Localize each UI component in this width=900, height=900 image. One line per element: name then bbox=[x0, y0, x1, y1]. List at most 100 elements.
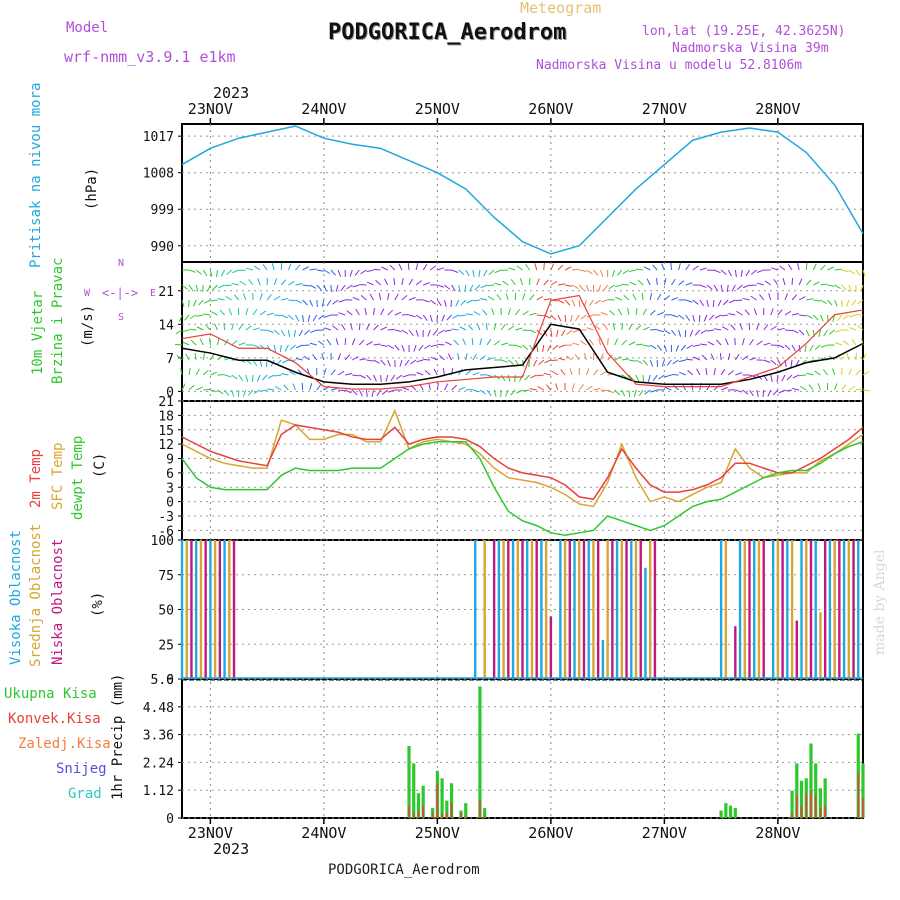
cloud-bar bbox=[521, 540, 524, 679]
wind-barb bbox=[381, 389, 389, 395]
wind-barb bbox=[344, 389, 352, 394]
wind-barb bbox=[413, 344, 417, 352]
y-tick-wind: 21 bbox=[158, 285, 174, 300]
wind-barb bbox=[607, 389, 615, 394]
wind-barb bbox=[226, 269, 233, 276]
cloud-bar bbox=[180, 540, 184, 679]
cloud-bar bbox=[497, 540, 501, 679]
wind-barb bbox=[529, 312, 537, 316]
wind-barb bbox=[266, 312, 275, 316]
wind-barb bbox=[550, 359, 559, 362]
wind-barb bbox=[253, 265, 261, 271]
wind-barb bbox=[410, 359, 417, 365]
wind-barb bbox=[543, 298, 551, 301]
wind-barb bbox=[735, 389, 743, 393]
wind-barb bbox=[656, 293, 662, 301]
wind-barb bbox=[798, 329, 805, 336]
precip-convective-bar bbox=[810, 790, 812, 818]
wind-barb bbox=[728, 313, 736, 316]
wind-label-2: Brzina i Pravac bbox=[50, 257, 66, 384]
y-tick-temperature: 15 bbox=[158, 424, 174, 439]
wind-barb bbox=[444, 329, 452, 332]
wind-barb bbox=[685, 282, 693, 286]
cloud-bar bbox=[213, 540, 217, 679]
pressure-line bbox=[181, 125, 864, 255]
wind-barb bbox=[848, 269, 855, 275]
wind-barb bbox=[519, 278, 523, 286]
wind-barb bbox=[176, 354, 183, 361]
wind-barb bbox=[692, 344, 700, 347]
day-label-top: 27NOV bbox=[642, 100, 687, 118]
precip-convective-bar bbox=[862, 798, 864, 818]
day-label-bottom: 25NOV bbox=[415, 824, 460, 842]
wind-barb bbox=[210, 371, 218, 376]
wind-barb bbox=[266, 329, 274, 334]
cloud-bar bbox=[644, 567, 647, 679]
wind-barb bbox=[545, 384, 552, 391]
wind-barb bbox=[632, 293, 637, 301]
wind-barb bbox=[416, 359, 424, 363]
cloud-bar bbox=[474, 540, 477, 679]
low-cloud-label: Niska Oblacnost bbox=[50, 538, 66, 665]
cloud-bar bbox=[724, 540, 728, 679]
precip-total-bar bbox=[724, 803, 728, 818]
cloud-unit: (%) bbox=[90, 591, 106, 617]
wind-barb bbox=[358, 339, 365, 346]
wind-barb bbox=[407, 262, 410, 271]
wind-barb bbox=[267, 388, 275, 391]
cloud-bar bbox=[492, 540, 496, 679]
wind-barb bbox=[451, 284, 456, 292]
wind-barb bbox=[698, 314, 701, 323]
wind-barb bbox=[472, 389, 480, 393]
wind-barb bbox=[589, 338, 594, 346]
wind-barb bbox=[494, 282, 502, 286]
elevation-info: Nadmorska Visina 39m bbox=[672, 41, 829, 56]
wind-barb bbox=[464, 284, 467, 293]
wind-barb bbox=[507, 359, 515, 365]
precip-convective-bar bbox=[824, 805, 826, 818]
wind-barb bbox=[649, 359, 654, 367]
cloud-bar bbox=[573, 540, 576, 679]
cloud-bar bbox=[838, 540, 841, 679]
wind-barb bbox=[323, 269, 331, 274]
wind-barb bbox=[708, 314, 715, 321]
wind-barb bbox=[295, 264, 301, 271]
wind-barb bbox=[664, 374, 672, 378]
wind-barb bbox=[770, 325, 777, 331]
wind-barb bbox=[791, 294, 798, 301]
wind-barb bbox=[672, 359, 679, 365]
wind-barb bbox=[628, 323, 633, 331]
wind-barb bbox=[451, 384, 458, 391]
cloud-bar bbox=[753, 540, 756, 679]
wind-barb bbox=[373, 307, 375, 316]
wind-barb bbox=[635, 343, 644, 346]
wind-barb bbox=[557, 264, 564, 271]
y-tick-temperature: 3 bbox=[166, 481, 174, 496]
wind-barb bbox=[661, 263, 665, 271]
wind-barb bbox=[777, 327, 785, 331]
y-tick-temperature: 21 bbox=[158, 395, 174, 410]
wind-barb bbox=[856, 299, 864, 305]
wind-barb bbox=[338, 389, 346, 392]
wind-barb bbox=[302, 266, 309, 271]
wind-barb bbox=[358, 389, 363, 397]
wind-barb bbox=[493, 389, 497, 397]
precip-convective-bar bbox=[791, 813, 793, 818]
wind-barb bbox=[564, 266, 572, 271]
wind-barb bbox=[685, 263, 691, 271]
wind-barb bbox=[245, 308, 249, 316]
wind-barb bbox=[303, 355, 310, 361]
wind-barb bbox=[385, 374, 389, 382]
wind-barb bbox=[384, 278, 389, 286]
wind-barb bbox=[505, 293, 509, 301]
wind-barb bbox=[273, 295, 281, 301]
wind-barb bbox=[550, 281, 558, 286]
wind-barb bbox=[767, 389, 772, 397]
wind-barb bbox=[621, 283, 629, 286]
hail-label: Grad bbox=[68, 786, 102, 802]
wind-barb bbox=[233, 294, 240, 301]
wind-barb bbox=[265, 359, 268, 368]
wind-barb bbox=[287, 263, 292, 271]
wind-barb bbox=[849, 314, 857, 318]
wind-speed-line bbox=[181, 323, 864, 385]
